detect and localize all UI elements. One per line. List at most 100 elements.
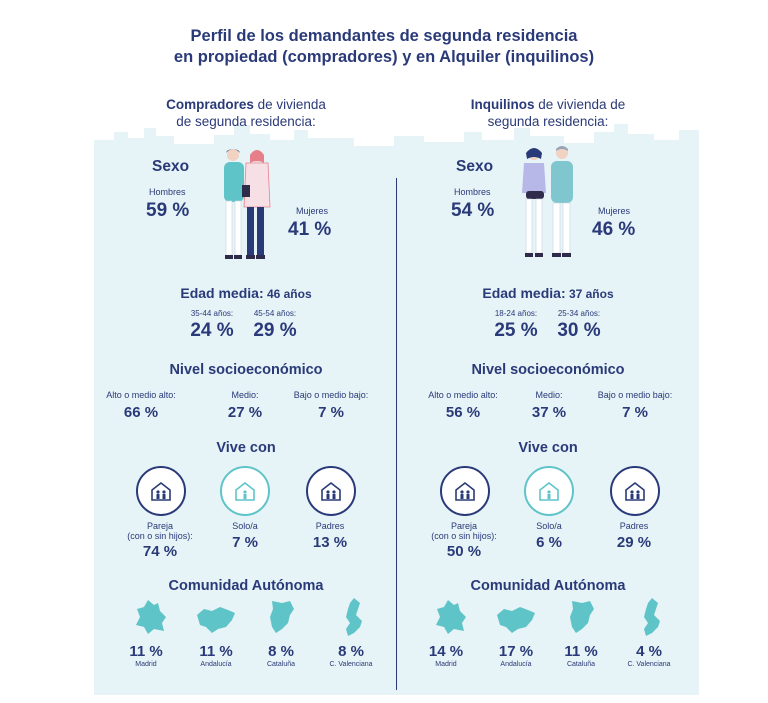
nivel-value-item: 27 % — [227, 404, 263, 421]
vive-label-line1: Pareja — [450, 521, 477, 531]
city-skyline-decoration — [94, 124, 699, 155]
madrid-map-icon — [136, 600, 166, 634]
nivel-value-item: 7 % — [318, 404, 344, 421]
single-house-icon — [524, 466, 574, 516]
inquilinos-header-rest: de vivienda de — [534, 97, 626, 112]
edad-group-label: 25-34 años: — [557, 309, 601, 318]
edad-media-label: Edad media: — [180, 285, 264, 301]
nivel-label-item: Medio: — [231, 390, 259, 400]
vive-label-item: Padres — [315, 521, 345, 531]
vive-value-item: 7 % — [232, 534, 258, 551]
single-house-icon — [220, 466, 270, 516]
edad-group-value: 24 % — [190, 320, 234, 341]
nivel-label-item: Alto o medio alto: — [428, 390, 498, 400]
edad-media-value: 37 años — [565, 287, 614, 301]
parents-house-icon — [610, 466, 660, 516]
vive-label-item: Pareja (con o sin hijos): — [110, 521, 210, 541]
vive-con-label: Vive con — [518, 440, 578, 456]
title-line-2: en propiedad (compradores) y en Alquiler… — [173, 48, 595, 66]
mujeres-value: 46 % — [592, 219, 636, 240]
sexo-label: Sexo — [456, 158, 494, 175]
edad-media: Edad media: 46 años — [96, 285, 396, 301]
nivel-label-item: Bajo o medio bajo: — [293, 390, 369, 400]
family-house-icon — [440, 466, 490, 516]
valenciana-map-icon — [346, 598, 362, 636]
comunidad-value: 8 % — [338, 643, 364, 660]
compradores-header-line2: de segunda residencia: — [176, 114, 316, 129]
inquilinos-header-line2: segunda residencia: — [487, 114, 609, 129]
valenciana-map-icon — [644, 598, 660, 636]
vive-label-line2: (con o sin hijos): — [127, 531, 193, 541]
nivel-value-item: 7 % — [622, 404, 648, 421]
comunidad-value: 11 % — [129, 643, 163, 660]
vive-label-line2: (con o sin hijos): — [431, 531, 497, 541]
parents-house-icon — [306, 466, 356, 516]
couple-illustration — [522, 146, 573, 257]
edad-group-value: 29 % — [253, 320, 297, 341]
cataluna-map-icon — [570, 601, 594, 633]
column-divider — [396, 178, 397, 690]
comunidad-name: Madrid — [135, 661, 157, 668]
nivel-label-item: Bajo o medio bajo: — [597, 390, 673, 400]
couple-illustration — [224, 149, 271, 259]
vive-label-line1: Pareja — [146, 521, 173, 531]
compradores-header-bold: Compradores — [166, 97, 254, 112]
comunidad-value: 8 % — [268, 643, 294, 660]
nivel-label-item: Alto o medio alto: — [106, 390, 176, 400]
comunidad-label: Comunidad Autónoma — [168, 578, 324, 594]
comunidad-name: Madrid — [435, 661, 457, 668]
nivel-value-item: 37 % — [531, 404, 567, 421]
hombres-value: 59 % — [146, 200, 190, 221]
madrid-map-icon — [436, 600, 466, 634]
comunidad-name: C. Valenciana — [627, 661, 671, 668]
edad-group-label: 18-24 años: — [494, 309, 538, 318]
family-house-icon — [136, 466, 186, 516]
vive-value-item: 74 % — [142, 543, 178, 560]
comunidad-value: 14 % — [428, 643, 464, 660]
nivel-label: Nivel socioeconómico — [471, 362, 625, 378]
hombres-label: Hombres — [454, 187, 491, 197]
title-line-1: Perfil de los demandantes de segunda res… — [190, 27, 578, 45]
nivel-label: Nivel socioeconómico — [169, 362, 323, 378]
comunidad-value: 11 % — [564, 643, 598, 660]
infographic-title: Perfil de los demandantes de segunda res… — [0, 26, 768, 68]
compradores-header-rest: de vivienda — [253, 97, 326, 112]
andalucia-map-icon — [497, 607, 535, 633]
vive-value-item: 6 % — [536, 534, 562, 551]
comunidad-name: Cataluña — [566, 661, 596, 668]
edad-media-value: 46 años — [263, 287, 312, 301]
hombres-value: 54 % — [451, 200, 495, 221]
mujeres-value: 41 % — [288, 219, 332, 240]
sexo-label: Sexo — [152, 158, 190, 175]
vive-con-label: Vive con — [216, 440, 276, 456]
inquilinos-header: Inquilinos de vivienda de segunda reside… — [398, 96, 698, 130]
nivel-label-item: Medio: — [535, 390, 563, 400]
comunidad-value: 17 % — [498, 643, 534, 660]
vive-value-item: 50 % — [446, 543, 482, 560]
edad-group-label: 35-44 años: — [190, 309, 234, 318]
edad-media: Edad media: 37 años — [398, 285, 698, 301]
comunidad-value: 4 % — [636, 643, 662, 660]
comunidad-name: Andalucía — [200, 661, 232, 668]
hombres-label: Hombres — [149, 187, 186, 197]
inquilinos-column: Inquilinos de vivienda de segunda reside… — [398, 0, 698, 703]
comunidad-name: Andalucía — [500, 661, 532, 668]
cataluna-map-icon — [270, 601, 294, 633]
vive-label-item: Padres — [619, 521, 649, 531]
vive-label-item: Solo/a — [232, 521, 258, 531]
vive-value-item: 29 % — [616, 534, 652, 551]
vive-label-item: Solo/a — [536, 521, 562, 531]
mujeres-label: Mujeres — [296, 206, 329, 216]
vive-value-item: 13 % — [312, 534, 348, 551]
comunidad-name: Cataluña — [266, 661, 296, 668]
edad-media-label: Edad media: — [482, 285, 566, 301]
mujeres-label: Mujeres — [598, 206, 631, 216]
compradores-header: Compradores de vivienda de segunda resid… — [96, 96, 396, 130]
andalucia-map-icon — [197, 607, 235, 633]
inquilinos-header-bold: Inquilinos — [470, 97, 535, 112]
edad-group-value: 30 % — [557, 320, 601, 341]
nivel-value-item: 56 % — [445, 404, 481, 421]
vive-label-item: Pareja (con o sin hijos): — [414, 521, 514, 541]
edad-group-label: 45-54 años: — [253, 309, 297, 318]
comunidad-value: 11 % — [199, 643, 233, 660]
